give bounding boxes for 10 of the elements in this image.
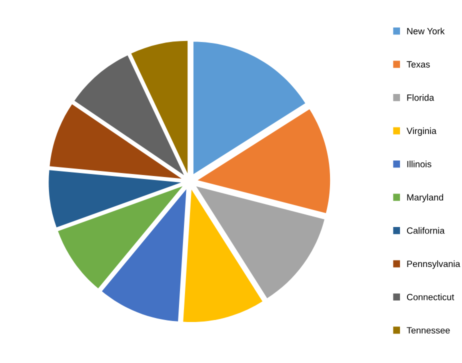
- legend-label: Virginia: [406, 127, 436, 136]
- legend-label: Florida: [407, 94, 434, 101]
- legend-label: Illinois: [407, 160, 432, 168]
- legend-label: New York: [407, 28, 445, 34]
- legend-label: Connecticut: [406, 294, 454, 300]
- legend-label: Maryland: [407, 194, 444, 202]
- legend-label: Texas: [406, 61, 430, 68]
- legend-label: California: [406, 227, 445, 234]
- legend-label: Tennessee: [406, 327, 450, 334]
- legend-label: Pennsylvania: [407, 260, 460, 269]
